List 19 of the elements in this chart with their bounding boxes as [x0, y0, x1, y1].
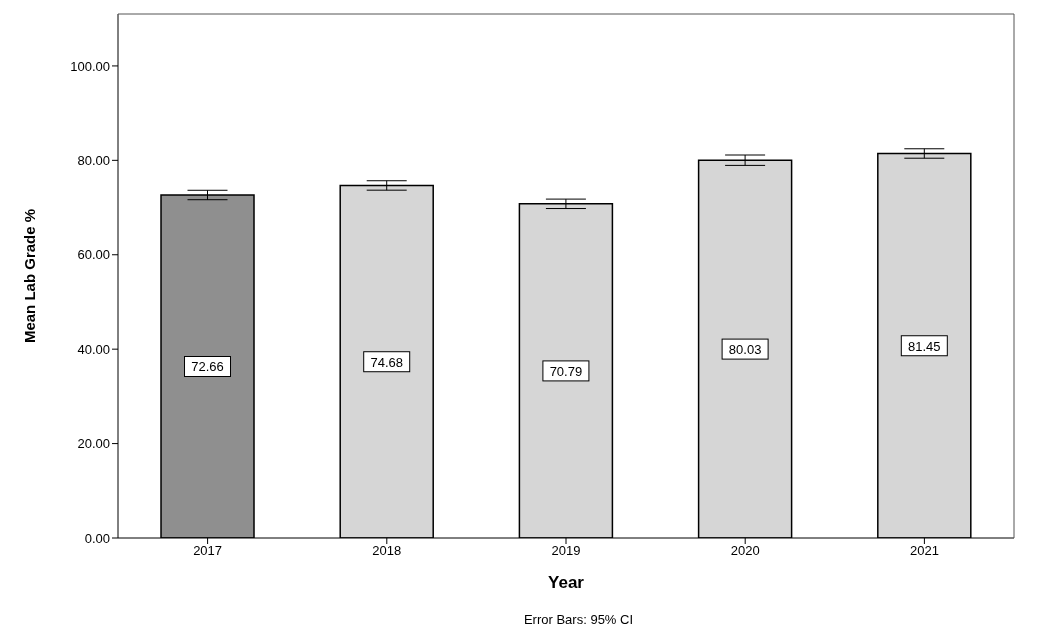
x-axis-title: Year — [548, 573, 585, 592]
x-tick-label: 2019 — [551, 543, 581, 559]
x-tick-label: 2017 — [193, 543, 223, 559]
x-tick-label: 2020 — [730, 543, 760, 559]
y-tick-label: 80.00 — [77, 152, 110, 168]
data-label: 70.79 — [549, 363, 583, 379]
x-tick-label: 2021 — [909, 543, 939, 559]
y-tick-label: 40.00 — [77, 341, 110, 357]
x-tick-label: 2018 — [372, 543, 402, 559]
y-tick-label: 60.00 — [77, 247, 110, 263]
text: Error Bars: 95% CI — [522, 612, 635, 627]
y-tick-label: 100.00 — [70, 58, 110, 74]
data-label: 74.68 — [370, 354, 403, 370]
y-tick-label: 20.00 — [77, 436, 110, 452]
data-label: 80.03 — [728, 342, 762, 358]
data-label: 72.66 — [191, 359, 224, 375]
y-axis-title: Mean Lab Grade % — [21, 208, 39, 344]
y-tick-label: 0.00 — [84, 530, 110, 546]
data-label: 81.45 — [908, 338, 941, 354]
